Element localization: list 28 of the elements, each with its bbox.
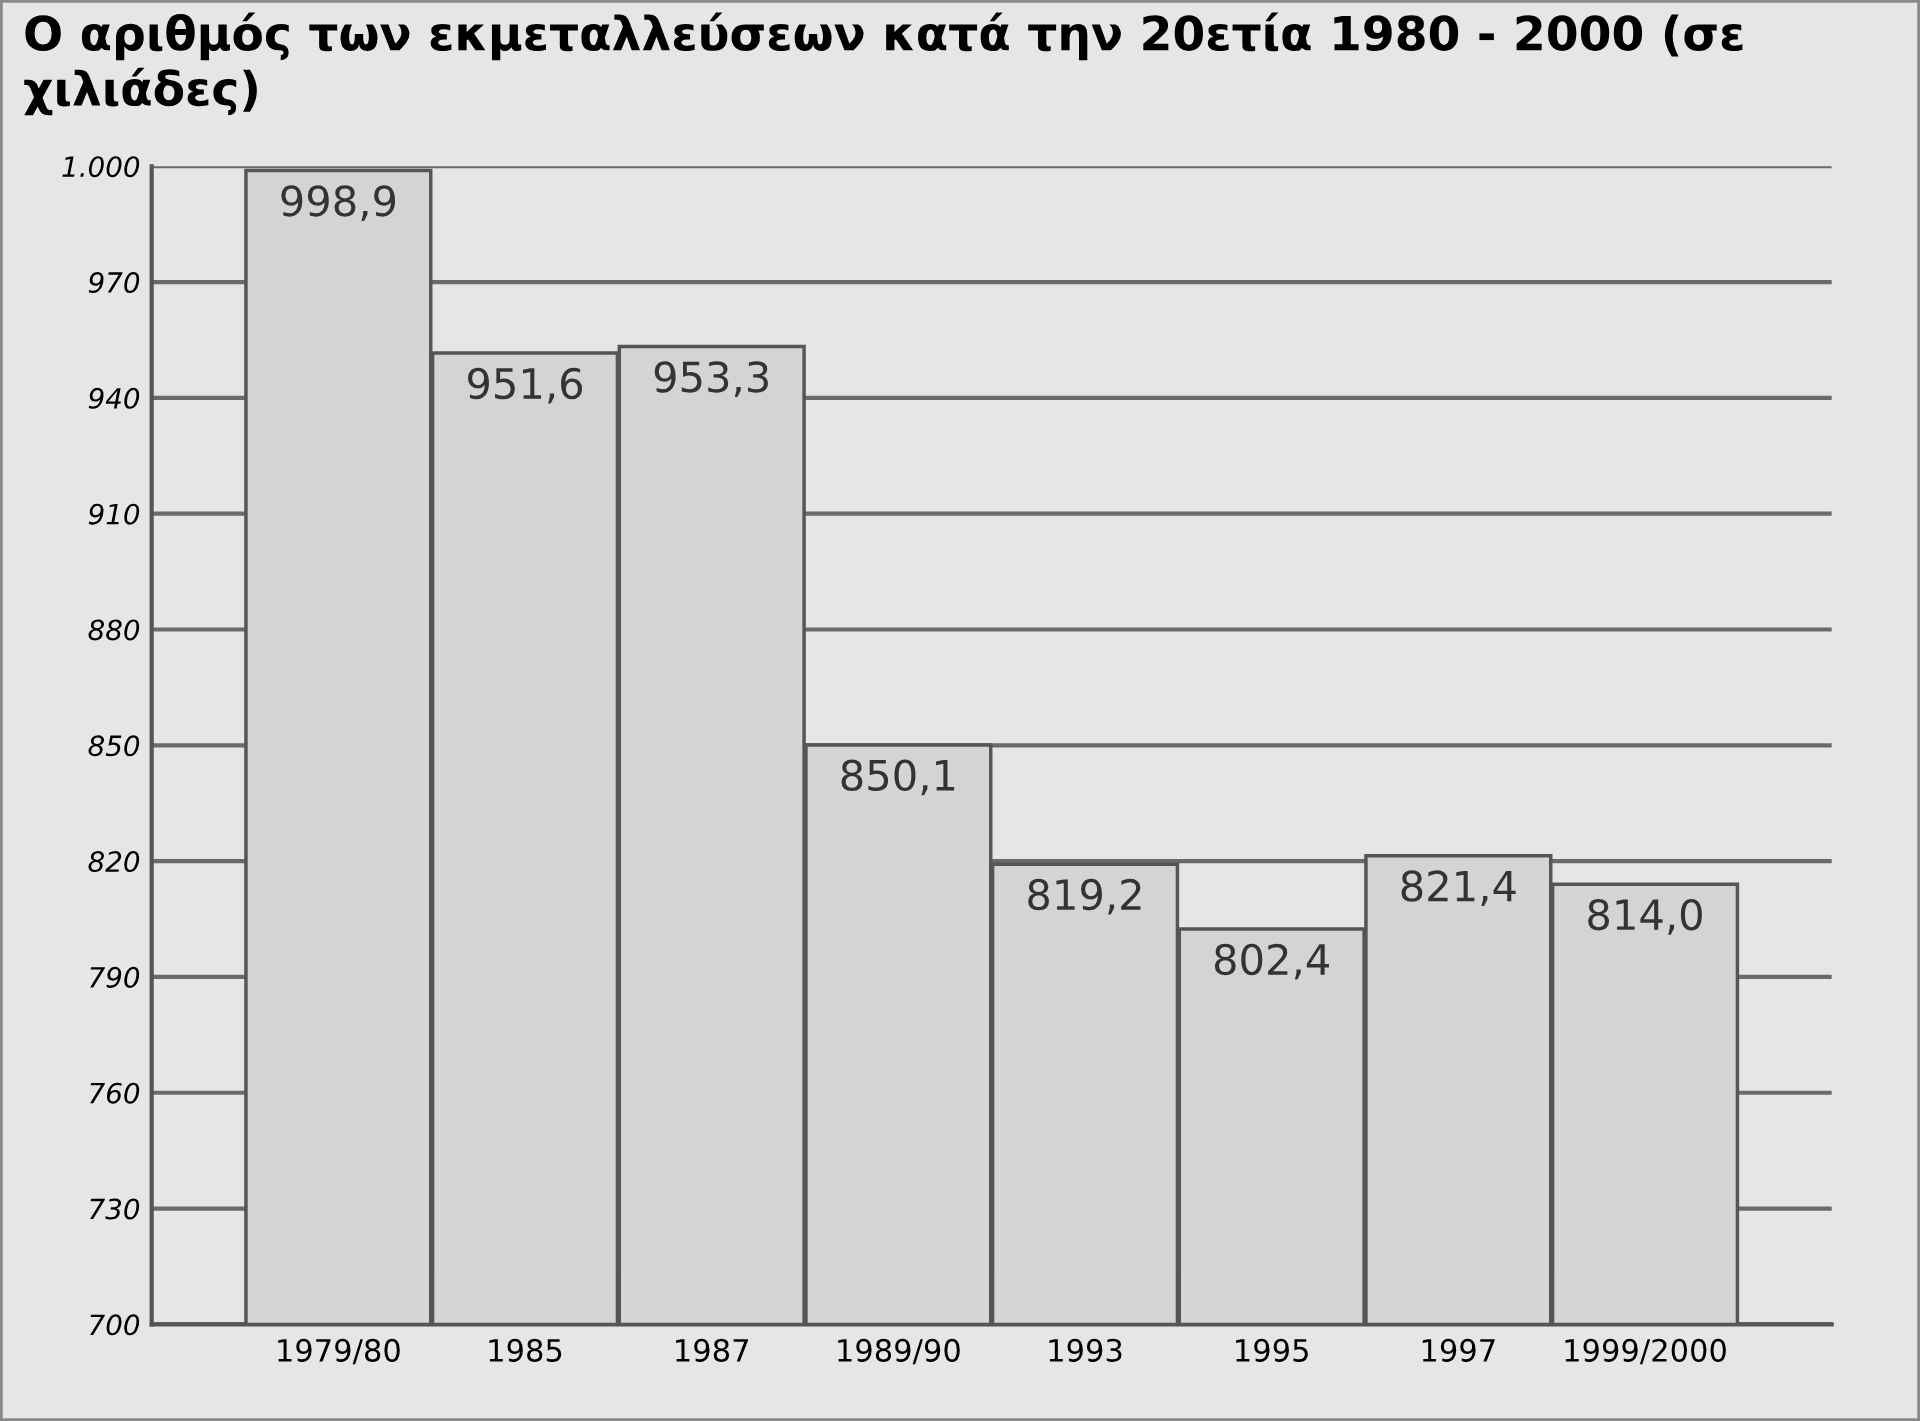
data-label: 850,1 [841,759,955,796]
y-tick-label: 730 [90,1198,140,1220]
data-label: 802,4 [1214,943,1329,980]
y-tick-label: 880 [88,619,140,641]
data-label: 814,0 [1588,898,1702,935]
chart-title: Ο αριθμός των εκμεταλλεύσεων κατά την 20ετία 1980 - 2000 (σε χιλιάδες) [24,12,1743,116]
y-tick-label: 760 [90,1082,140,1104]
data-label: 819,2 [1028,878,1141,915]
y-tick-label: 700 [90,1314,140,1336]
x-tick-label: 1993 [1049,1338,1122,1362]
y-tick-label: 910 [88,503,140,525]
x-tick-label: 1989/90 [838,1338,960,1365]
x-tick-label: 1995 [1236,1338,1308,1362]
x-tick-label: 1987 [676,1338,748,1362]
y-tick-label: 1.000 [62,156,140,178]
data-label: 951,6 [468,367,583,404]
data-label: 953,3 [654,361,768,397]
x-tick-label: 1985 [489,1338,562,1362]
x-tick-label: 1999/2000 [1565,1338,1726,1365]
x-tick-label: 1997 [1422,1338,1495,1362]
x-tick-label: 1979/80 [278,1338,400,1365]
y-tick-label: 790 [90,966,140,988]
y-tick-label: 940 [88,387,140,409]
data-label: 998,9 [281,185,396,221]
data-label: 821,4 [1401,870,1516,907]
y-tick-label: 970 [88,272,140,294]
y-tick-label: 820 [88,851,140,873]
y-tick-label: 850 [88,735,140,757]
